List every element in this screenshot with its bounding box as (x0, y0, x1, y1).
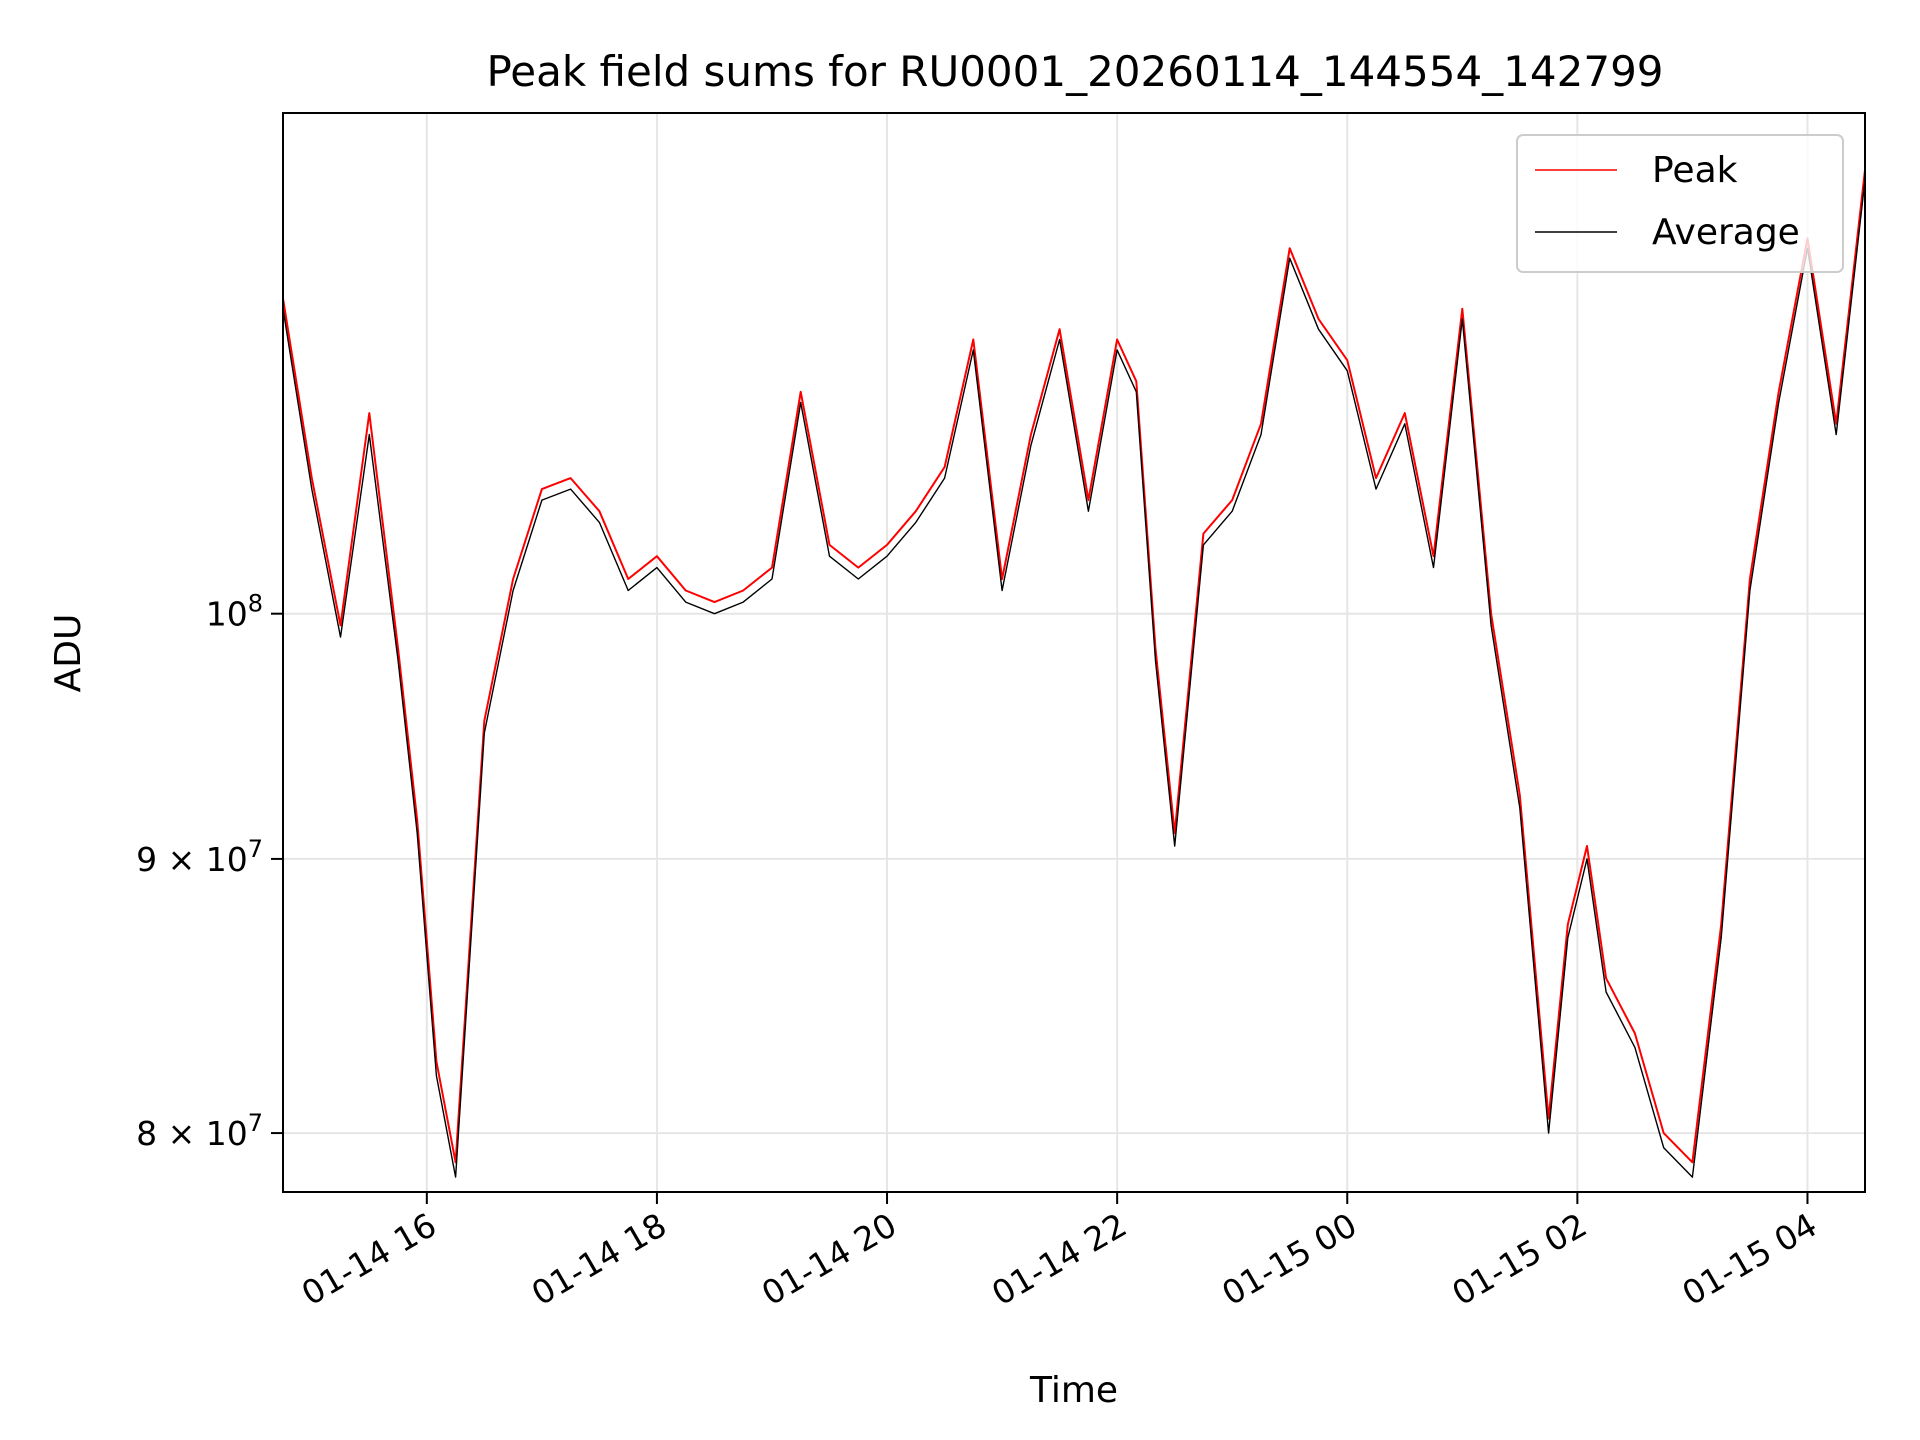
legend-label-peak: Peak (1652, 150, 1738, 191)
y-tick-label-1: 9 × 107 (136, 835, 263, 879)
y-tick-label-0: 8 × 107 (136, 1109, 263, 1153)
grid (283, 113, 1865, 1192)
series-line-peak (282, 169, 1866, 1164)
chart-title: Peak field sums for RU0001_20260114_1445… (486, 47, 1663, 96)
series-line-average (282, 179, 1866, 1178)
x-axis-label: Time (1029, 1370, 1118, 1411)
y-axis: 8 × 107 9 × 107 108 (136, 590, 283, 1153)
y-tick-label-2: 108 (206, 590, 263, 634)
series-layer (282, 169, 1866, 1178)
y-axis-label: ADU (48, 614, 89, 693)
legend: Peak Average (1516, 134, 1844, 273)
plot-frame (282, 112, 1866, 1193)
legend-label-average: Average (1652, 212, 1800, 253)
